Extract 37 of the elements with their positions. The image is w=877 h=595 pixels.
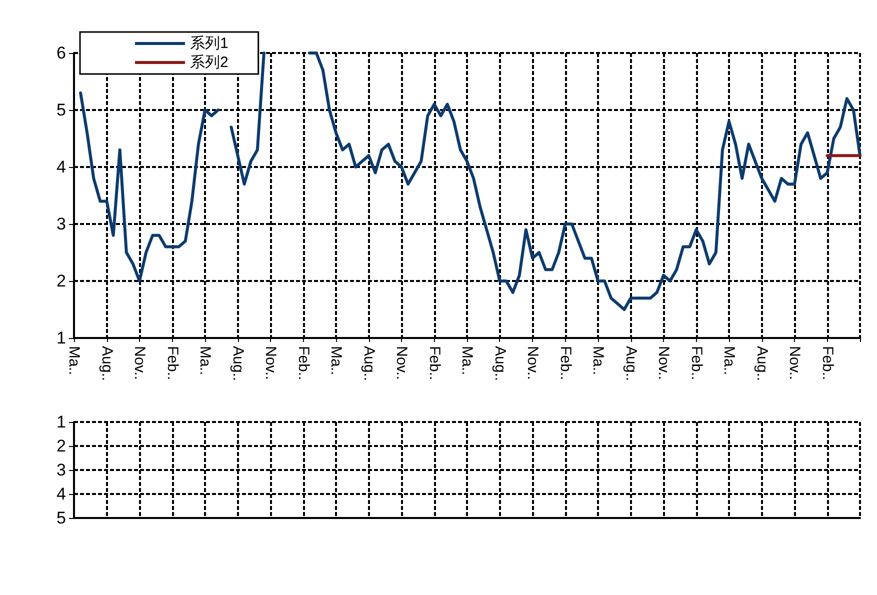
y-tick-label: 6 — [56, 44, 66, 62]
x-tick-label: Ma.. — [196, 346, 214, 376]
x-tick-label: Nov.. — [524, 346, 541, 380]
x-tick-label: Ma.. — [328, 346, 344, 376]
x-tick-label: Ma.. — [458, 346, 476, 376]
y-tick-label: 4 — [56, 484, 66, 504]
x-tick-label: Feb.. — [164, 346, 181, 380]
legend-label: 系列2 — [190, 54, 228, 71]
x-tick-label: Nov.. — [131, 346, 148, 380]
x-tick-label: Aug.. — [622, 346, 640, 382]
x-tick-label: Feb.. — [294, 346, 312, 380]
x-tick-label: Aug.. — [491, 346, 508, 382]
x-tick-label: Aug.. — [753, 346, 770, 382]
x-tick-label: Nov.. — [786, 346, 803, 380]
x-tick-label: Nov.. — [655, 346, 672, 380]
y-tick-label: 4 — [56, 158, 66, 176]
y-tick-label: 3 — [56, 214, 66, 234]
x-tick-label: Feb.. — [818, 346, 836, 380]
x-tick-label: Nov.. — [393, 346, 410, 380]
x-tick-label: Feb.. — [688, 346, 705, 380]
x-tick-label: Ma.. — [590, 346, 606, 376]
x-tick-label: Nov.. — [262, 346, 279, 380]
y-tick-label: 1 — [56, 412, 66, 432]
y-tick-label: 5 — [56, 508, 66, 528]
x-tick-label: Aug.. — [98, 346, 116, 382]
y-tick-label: 2 — [56, 272, 66, 290]
x-tick-label: Aug.. — [229, 346, 246, 382]
x-tick-label: Feb.. — [556, 346, 574, 380]
x-tick-label: Aug.. — [360, 346, 378, 382]
x-tick-label: Ma.. — [720, 346, 738, 376]
y-tick-label: 2 — [56, 436, 66, 456]
y-tick-label: 5 — [56, 100, 66, 120]
legend-label: 系列1 — [190, 35, 228, 52]
y-tick-label: 3 — [56, 460, 66, 480]
x-tick-label: Ma.. — [66, 346, 82, 376]
x-tick-label: Feb.. — [426, 346, 443, 380]
y-tick-label: 1 — [56, 328, 66, 348]
